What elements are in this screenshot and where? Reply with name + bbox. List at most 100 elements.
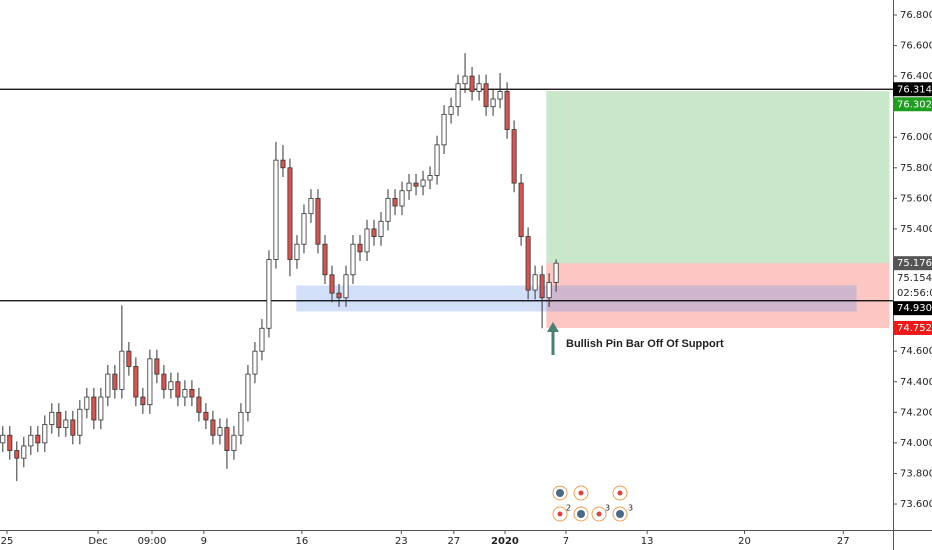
x-tick-label: Dec (88, 536, 107, 547)
candle-body (511, 129, 517, 184)
event-count: 2 (566, 504, 571, 513)
candle-body (518, 182, 524, 237)
candle-body (168, 381, 174, 390)
candle-body (420, 179, 426, 187)
candle-body (448, 106, 454, 115)
plot-area (0, 53, 893, 482)
candle-body (84, 396, 90, 410)
candle-body (392, 197, 398, 207)
candle-body (238, 411, 244, 436)
candle-body (14, 450, 20, 459)
zone (546, 91, 890, 264)
candle-body (546, 282, 552, 299)
y-tick-label: 76.400 (900, 71, 932, 82)
event-count: 3 (605, 504, 610, 513)
candle-body (427, 175, 433, 181)
candle-body (126, 350, 132, 367)
candle-body (119, 350, 125, 390)
candle-body (497, 90, 503, 100)
event-count: 3 (628, 504, 633, 513)
candle-body (301, 213, 307, 245)
candle-body (112, 373, 118, 390)
candle-body (322, 243, 328, 276)
y-tick-label: 75.800 (900, 163, 932, 174)
candle-body (280, 159, 286, 169)
candle-body (21, 445, 27, 459)
candle-body (399, 190, 405, 207)
candle-body (28, 434, 34, 447)
x-tick-label: 27 (447, 536, 460, 547)
y-tick-label: 76.800 (900, 10, 932, 21)
zone (546, 263, 890, 328)
candle-body (315, 197, 321, 245)
event-markers (552, 485, 628, 522)
price-tag-bg (893, 97, 932, 112)
y-tick-label: 73.800 (900, 468, 932, 479)
candle-body (217, 427, 223, 436)
candle-body (259, 327, 265, 352)
candle-body (273, 159, 279, 260)
zone (296, 285, 857, 312)
candle-body (462, 75, 468, 85)
candle-body (469, 75, 475, 92)
candle-body (287, 167, 293, 260)
y-tick-label: 73.600 (900, 499, 932, 510)
price-tag-bg (893, 320, 932, 335)
candle-body (441, 113, 447, 146)
candle-body (525, 236, 531, 291)
candle-body (357, 243, 363, 253)
candle-body (196, 396, 202, 413)
candle-body (91, 396, 97, 421)
candle-body (154, 358, 160, 375)
candle-body (364, 228, 370, 253)
y-tick-label: 74.200 (900, 407, 932, 418)
candle-body (350, 243, 356, 276)
x-tick-label: 23 (395, 536, 408, 547)
price-tag: 74.752 (897, 323, 932, 334)
candle-body (476, 83, 482, 92)
candle-body (98, 396, 104, 421)
candle-body (553, 262, 559, 283)
candle-body (378, 220, 384, 237)
candle-body (42, 424, 48, 444)
x-tick-label: 16 (296, 536, 309, 547)
candle-body (539, 274, 545, 299)
candle-body (49, 411, 55, 425)
y-tick-label: 74.600 (900, 346, 932, 357)
annotation: Bullish Pin Bar Off Of Support (566, 338, 724, 350)
candle-body (252, 350, 258, 375)
annotation-arrow (547, 322, 559, 355)
candle-body (7, 434, 13, 451)
candle-body (63, 419, 69, 429)
y-tick-label: 76.600 (900, 41, 932, 52)
x-tick-label: 2020 (491, 536, 519, 547)
x-tick-label: 27 (837, 536, 850, 547)
candle-body (413, 182, 419, 187)
candle-body (231, 434, 237, 451)
x-tick-label: 20 (738, 536, 751, 547)
candle-body (343, 274, 349, 299)
candle-body (406, 182, 412, 192)
y-tick-label: 76.000 (900, 132, 932, 143)
candle-body (455, 83, 461, 108)
candle-body (77, 408, 83, 436)
countdown: 02:56:00 (897, 288, 932, 299)
candle-body (308, 197, 314, 215)
candle-body (266, 259, 272, 329)
candle-body (490, 98, 496, 108)
candle-body (371, 228, 377, 237)
y-tick-label: 74.400 (900, 377, 932, 388)
candle-body (35, 434, 41, 444)
price-tag: 74.930 (897, 303, 932, 314)
candle-body (294, 243, 300, 260)
candle-body (203, 411, 209, 421)
candle-body (0, 434, 6, 444)
y-tick-label: 75.600 (900, 193, 932, 204)
x-tick-label: 25 (1, 536, 14, 547)
x-tick-label: 9 (201, 536, 207, 547)
price-tag: 76.314 (897, 84, 932, 95)
candle-body (56, 411, 62, 429)
price-tag: 75.154 (897, 273, 932, 284)
candle-body (189, 389, 195, 398)
